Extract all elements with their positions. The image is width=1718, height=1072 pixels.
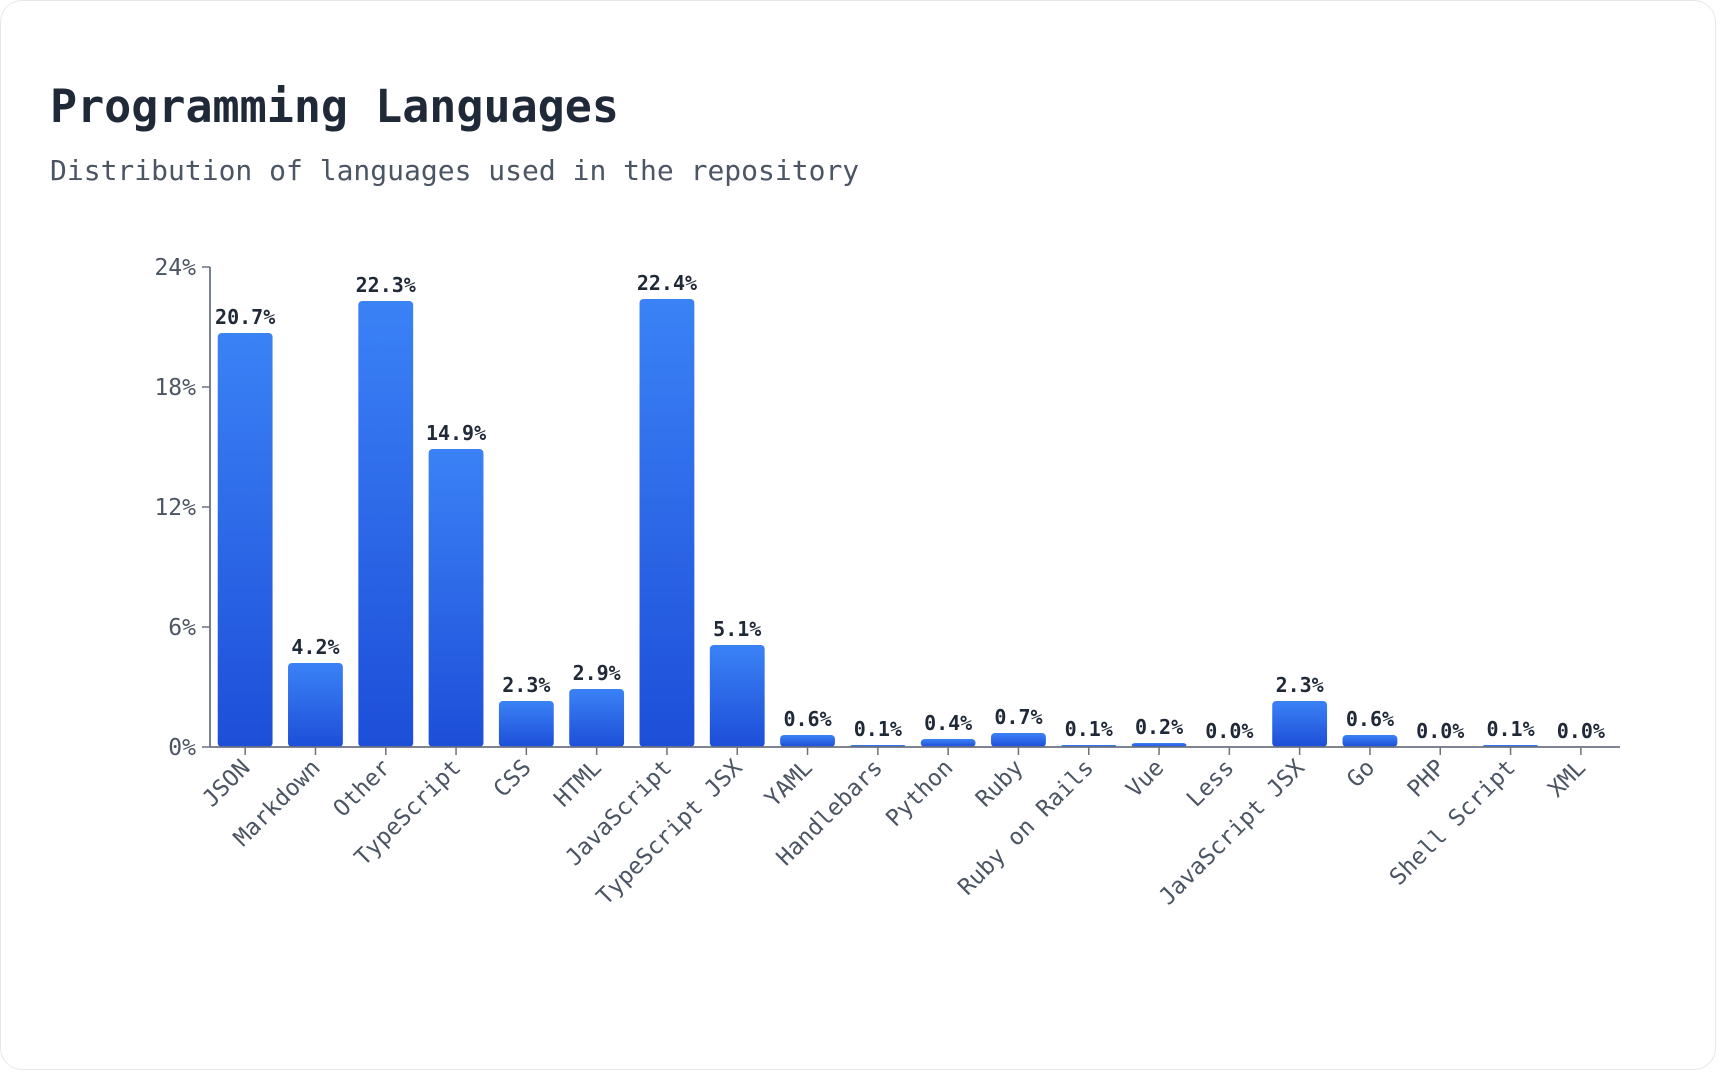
value-label-javascript-jsx: 2.3% <box>1276 673 1324 697</box>
value-label-css: 2.3% <box>502 673 550 697</box>
chart-subtitle: Distribution of languages used in the re… <box>50 154 860 187</box>
x-tick-label-go: Go <box>1342 755 1380 793</box>
value-label-xml: 0.0% <box>1557 719 1605 743</box>
value-label-typescript: 14.9% <box>426 421 486 445</box>
value-label-other: 22.3% <box>356 273 416 297</box>
bars-group: 20.7% 4.2% 22.3% 14.9% 2.3% 2.9% 22.4% 5.1% 0.6%… <box>215 271 1605 747</box>
value-label-ruby-on-rails: 0.1% <box>1065 717 1113 741</box>
x-tick-label-yaml: YAML <box>760 755 818 813</box>
x-tick-label-other: Other <box>329 755 396 822</box>
value-label-ruby: 0.7% <box>994 705 1042 729</box>
value-label-go: 0.6% <box>1346 707 1394 731</box>
bar-json <box>217 333 273 747</box>
bar-vue <box>1131 743 1187 747</box>
value-label-python: 0.4% <box>924 711 972 735</box>
x-tick-label-ruby-on-rails: Ruby on Rails <box>953 755 1099 901</box>
y-tick-label: 12% <box>154 495 196 521</box>
x-tick-label-xml: XML <box>1543 755 1591 803</box>
value-label-less: 0.0% <box>1205 719 1253 743</box>
bar-yaml <box>780 735 835 747</box>
bar-go <box>1342 735 1398 747</box>
x-tick-label-json: JSON <box>198 755 256 813</box>
value-label-markdown: 4.2% <box>291 635 339 659</box>
value-label-shell-script: 0.1% <box>1486 717 1534 741</box>
value-label-vue: 0.2% <box>1135 715 1183 739</box>
x-tick-label-php: PHP <box>1403 755 1451 803</box>
bar-typescript-jsx <box>709 645 765 747</box>
value-label-handlebars: 0.1% <box>854 717 902 741</box>
bar-javascript <box>639 299 695 747</box>
bar-python <box>920 739 976 747</box>
y-tick-label: 0% <box>168 735 196 761</box>
value-label-html: 2.9% <box>573 661 621 685</box>
value-label-javascript: 22.4% <box>637 271 697 295</box>
x-tick-label-html: HTML <box>549 755 607 813</box>
bar-typescript <box>428 449 484 747</box>
value-label-php: 0.0% <box>1416 719 1464 743</box>
x-tick-label-python: Python <box>881 755 958 832</box>
y-tick-label: 6% <box>168 615 196 641</box>
x-tick-label-ruby: Ruby <box>971 755 1029 813</box>
y-tick-label: 24% <box>154 255 196 281</box>
bar-markdown <box>288 663 343 747</box>
bar-css <box>498 701 554 747</box>
bar-javascript-jsx <box>1272 701 1328 747</box>
x-tick-label-css: CSS <box>489 755 537 803</box>
bar-ruby <box>991 733 1046 747</box>
value-label-yaml: 0.6% <box>783 707 831 731</box>
x-tick-label-less: Less <box>1182 755 1240 813</box>
bar-other <box>358 301 414 747</box>
y-tick-label: 18% <box>154 375 196 401</box>
x-tick-label-vue: Vue <box>1122 755 1170 803</box>
value-label-typescript-jsx: 5.1% <box>713 617 761 641</box>
bar-html <box>569 689 625 747</box>
chart-title: Programming Languages <box>50 80 619 133</box>
value-label-json: 20.7% <box>215 305 275 329</box>
x-tick-label-shell-script: Shell Script <box>1385 755 1521 891</box>
